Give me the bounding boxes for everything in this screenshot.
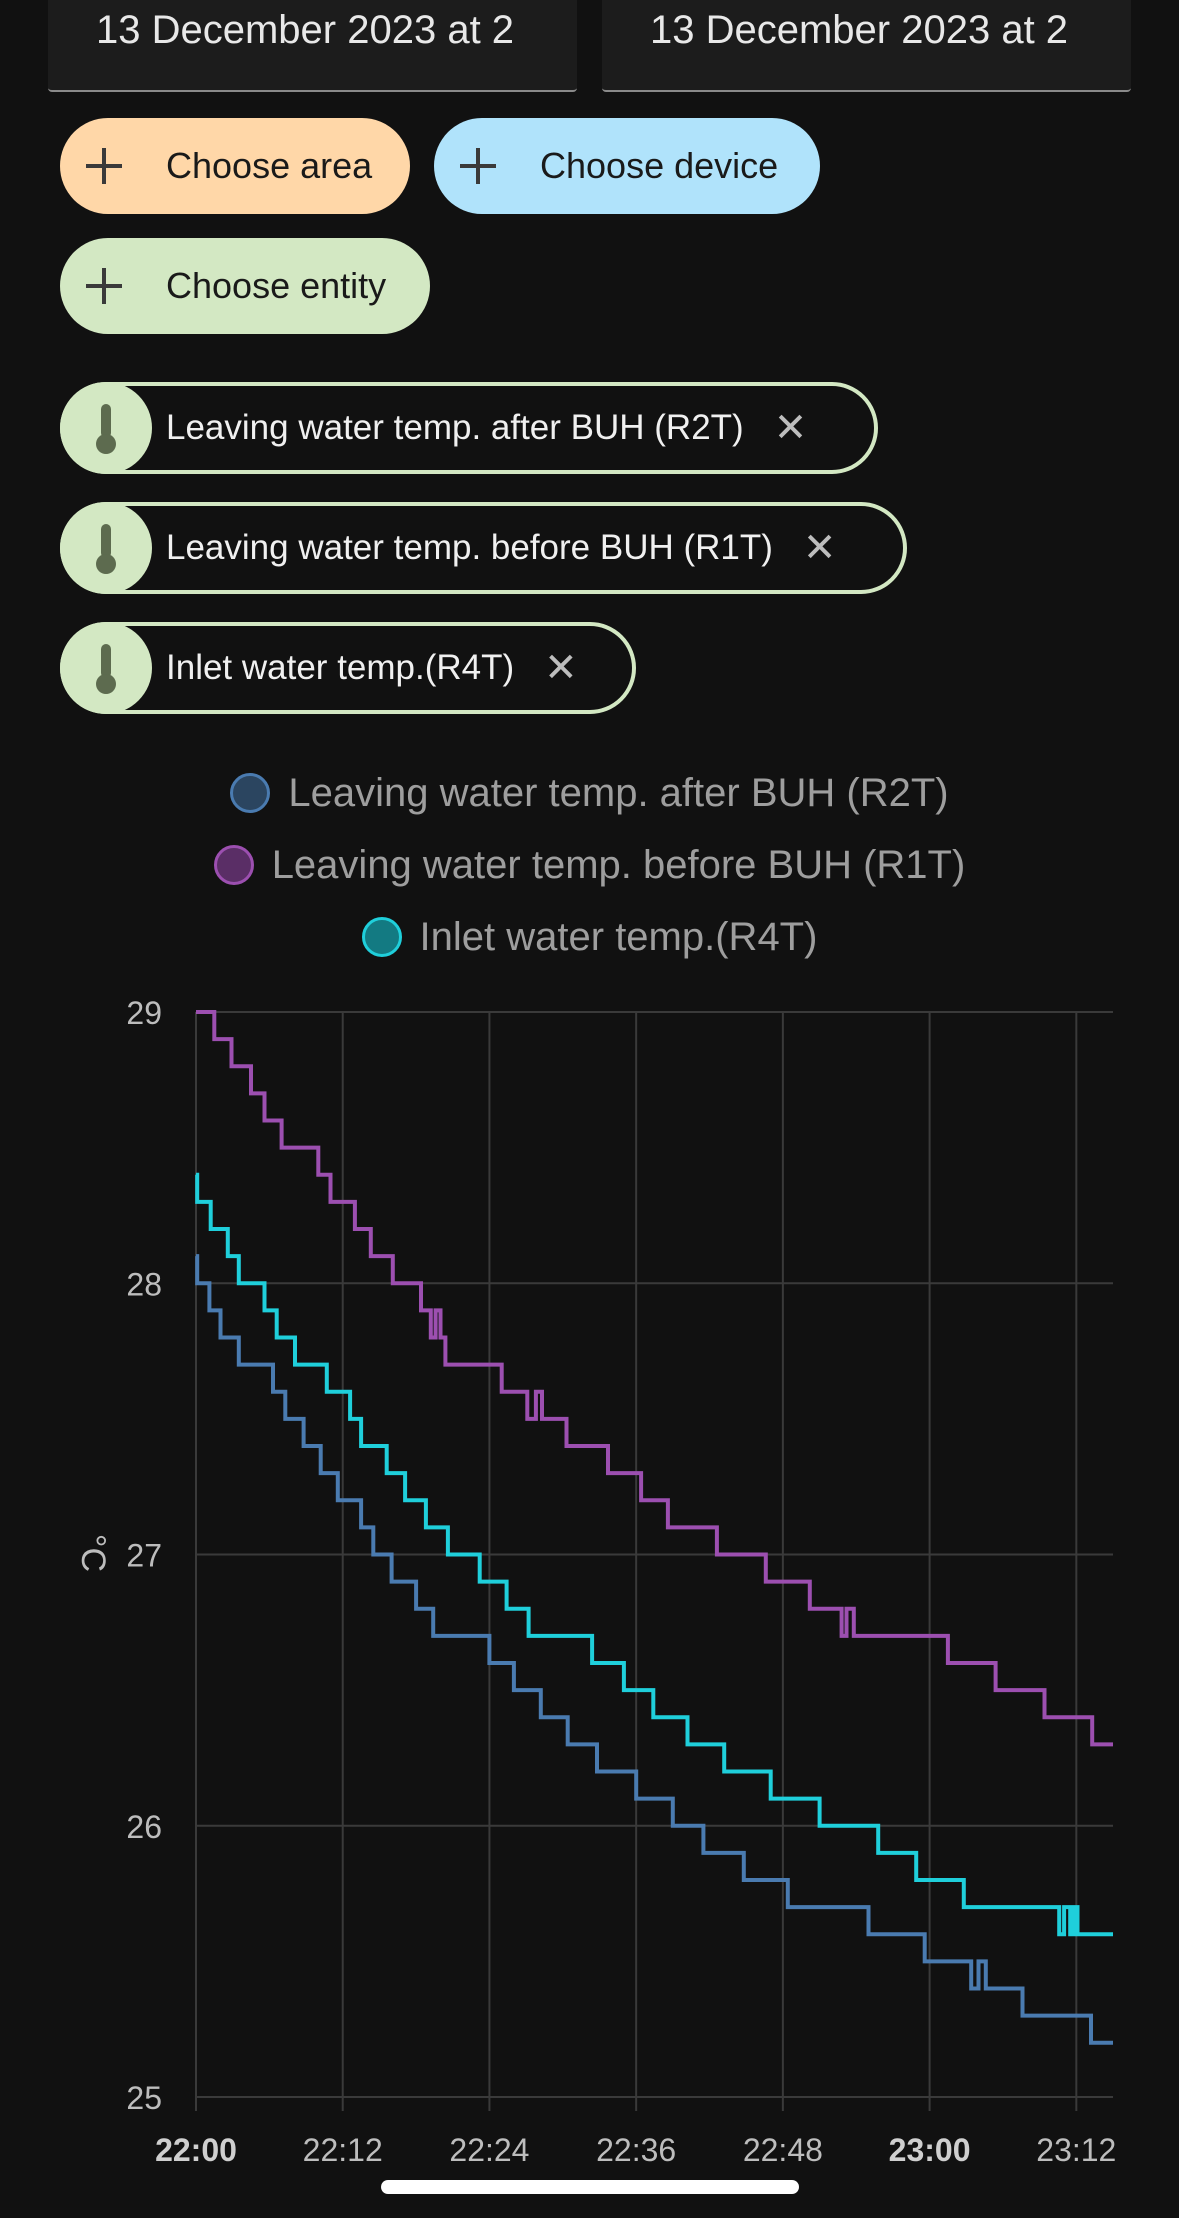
thermometer-icon: [60, 622, 152, 714]
chart-series: [195, 1010, 1113, 2045]
series-line-0[interactable]: [195, 1254, 1113, 2045]
legend-item-r1t[interactable]: Leaving water temp. before BUH (R1T): [0, 834, 1179, 896]
series-line-1[interactable]: [196, 1010, 1113, 1747]
choose-area-button[interactable]: Choose area: [60, 118, 410, 214]
y-axis-label: °C: [74, 1534, 112, 1572]
plus-icon: [84, 146, 124, 186]
entity-chip-label: Leaving water temp. before BUH (R1T): [166, 528, 773, 567]
x-tick-label: 22:48: [743, 2132, 823, 2168]
entity-chip-r1t[interactable]: Leaving water temp. before BUH (R1T) ✕: [60, 502, 907, 594]
x-tick-label: 22:00: [155, 2132, 237, 2168]
entity-chip-r4t[interactable]: Inlet water temp.(R4T) ✕: [60, 622, 636, 714]
y-tick-label: 25: [126, 2080, 162, 2116]
x-tick-label: 22:12: [303, 2132, 383, 2168]
y-tick-label: 26: [126, 1809, 162, 1845]
close-icon[interactable]: ✕: [773, 406, 808, 450]
thermometer-icon: [60, 502, 152, 594]
y-tick-label: 29: [126, 995, 162, 1031]
legend-label: Inlet water temp.(R4T): [419, 914, 818, 959]
choose-area-label: Choose area: [166, 145, 373, 186]
y-tick-label: 27: [126, 1538, 162, 1574]
home-indicator[interactable]: [381, 2180, 799, 2194]
choose-entity-button[interactable]: Choose entity: [60, 238, 430, 334]
x-tick-label: 22:24: [449, 2132, 529, 2168]
legend-swatch: [361, 917, 402, 957]
end-date-value: 13 December 2023 at 2: [650, 8, 1069, 52]
thermometer-icon: [60, 382, 152, 474]
choose-entity-label: Choose entity: [166, 265, 387, 306]
x-tick-label: 22:36: [596, 2132, 676, 2168]
plus-icon: [84, 266, 124, 306]
legend-swatch: [230, 773, 271, 813]
x-tick-label: 23:12: [1036, 2132, 1116, 2168]
x-axis-ticks: 22:00 22:12 22:24 22:36 22:48 23:00 23:12: [155, 2132, 1116, 2168]
close-icon[interactable]: ✕: [802, 526, 837, 570]
x-tick-label: 23:00: [889, 2132, 971, 2168]
legend-label: Leaving water temp. after BUH (R2T): [288, 770, 949, 815]
history-chart[interactable]: 29 28 27 26 25 22:00 22:12 22:24 22:36 22:48 23:0…: [0, 980, 1179, 2180]
start-date-value: 13 December 2023 at 2: [96, 8, 515, 52]
entity-chip-label: Inlet water temp.(R4T): [166, 648, 515, 687]
close-icon[interactable]: ✕: [544, 646, 578, 690]
entity-chip-r2t[interactable]: Leaving water temp. after BUH (R2T) ✕: [60, 382, 878, 474]
legend-item-r4t[interactable]: Inlet water temp.(R4T): [0, 906, 1179, 968]
choose-device-label: Choose device: [540, 145, 779, 186]
entity-chip-label: Leaving water temp. after BUH (R2T): [166, 408, 744, 447]
plus-icon: [458, 146, 498, 186]
end-date-field[interactable]: 13 December 2023 at 2: [602, 0, 1131, 92]
y-axis-ticks: 29 28 27 26 25: [126, 995, 162, 2116]
legend-item-r2t[interactable]: Leaving water temp. after BUH (R2T): [0, 762, 1179, 824]
choose-device-button[interactable]: Choose device: [434, 118, 820, 214]
legend-label: Leaving water temp. before BUH (R1T): [271, 842, 966, 887]
start-date-field[interactable]: 13 December 2023 at 2: [48, 0, 577, 92]
series-line-2[interactable]: [195, 1172, 1113, 1937]
legend-swatch: [213, 845, 254, 885]
y-tick-label: 28: [126, 1266, 162, 1302]
chart-grid: [195, 1011, 1113, 2111]
